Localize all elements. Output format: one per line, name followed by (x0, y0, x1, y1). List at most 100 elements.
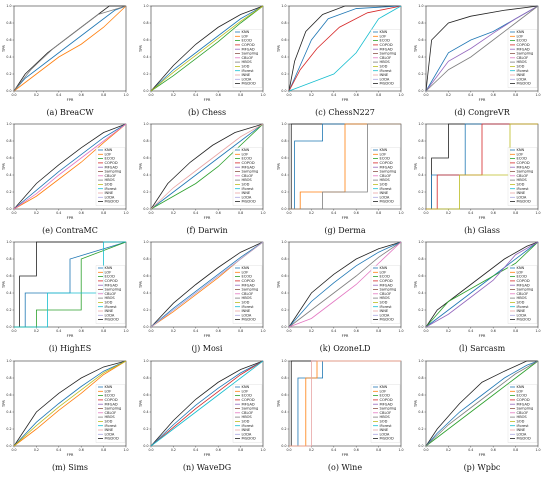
legend-label: iForest (242, 69, 255, 73)
y-axis-label: TPR (139, 163, 143, 171)
roc-curve-hbos (425, 360, 539, 447)
legend-label: MGDOD (105, 437, 119, 441)
legend-box (507, 29, 538, 88)
legend-label: LOF (105, 152, 112, 156)
y-tick-label: 0.6 (418, 393, 423, 397)
y-tick-label: 0.8 (418, 21, 423, 25)
subplot-caption: (c) ChessN227 (315, 108, 375, 117)
legend: KNNLOFECODCOPODMFGADSamplingCBLOFHBOSSOD… (370, 29, 401, 88)
subplot-caption: (e) ContraMC (42, 226, 98, 235)
y-axis-label: TPR (277, 400, 281, 408)
legend-label: CBLOF (517, 174, 529, 178)
legend: KNNLOFECODCOPODMFGADSamplingCBLOFHBOSSOD… (95, 384, 126, 443)
x-tick-label: 1.0 (535, 448, 540, 452)
roc-curve-mgdod (150, 123, 264, 210)
y-tick-label: 0.0 (418, 89, 423, 93)
y-tick-label: 0.8 (6, 257, 11, 261)
legend-label: KNN (242, 148, 250, 152)
legend-label: CBLOF (242, 292, 254, 296)
legend-box (95, 265, 126, 324)
y-tick-label: 0.2 (6, 72, 11, 76)
x-axis-label: FPR (204, 98, 211, 102)
subplot-13: 0.00.0 0.2 0.2 0.4 0.4 0.6 0.6 0.8 0.8 1.0 1.0 FPR T… (139, 359, 266, 472)
y-tick-label: 1.0 (143, 122, 148, 126)
roc-curve-hbos (13, 5, 127, 92)
legend-label: LOF (517, 270, 524, 274)
x-tick-label: 0.0 (148, 329, 153, 333)
legend-label: LODA (242, 432, 252, 436)
y-tick-label: 0.4 (281, 173, 286, 177)
legend-label: INNE (242, 191, 251, 195)
x-tick-label: 0.4 (468, 329, 473, 333)
y-tick-label: 0.6 (281, 393, 286, 397)
x-tick-label: 0.6 (216, 93, 221, 97)
legend-label: INNE (380, 428, 389, 432)
legend-label: LOF (242, 34, 249, 38)
legend-label: Sampling (517, 407, 534, 411)
y-tick-label: 0.8 (281, 376, 286, 380)
legend-label: iForest (380, 424, 393, 428)
x-tick-label: 1.0 (398, 448, 403, 452)
legend-label: LODA (242, 313, 252, 317)
x-tick-label: 0.0 (423, 93, 428, 97)
y-tick-label: 0.2 (418, 190, 423, 194)
legend-label: INNE (242, 309, 251, 313)
legend-label: MFGAD (517, 283, 530, 287)
x-tick-label: 0.4 (468, 448, 473, 452)
x-tick-label: 0.0 (148, 211, 153, 215)
y-tick-label: 0.2 (143, 72, 148, 76)
x-tick-label: 0.2 (34, 211, 39, 215)
y-tick-label: 0.2 (281, 190, 286, 194)
y-axis-label: TPR (414, 163, 418, 171)
x-tick-label: 0.8 (376, 329, 381, 333)
y-tick-label: 0.6 (418, 38, 423, 42)
y-tick-label: 0.2 (143, 427, 148, 431)
legend-label: KNN (105, 266, 113, 270)
legend-label: COPOD (242, 43, 255, 47)
x-tick-label: 0.2 (446, 211, 451, 215)
legend-label: Sampling (380, 407, 397, 411)
y-tick-label: 0.0 (418, 444, 423, 448)
roc-curve-loda (150, 241, 264, 328)
legend-box (232, 147, 263, 206)
legend-label: Sampling (517, 170, 534, 174)
y-tick-label: 0.2 (418, 308, 423, 312)
y-tick-label: 0.4 (143, 410, 148, 414)
roc-curve-mfgad (425, 5, 539, 92)
legend-label: INNE (380, 191, 389, 195)
legend-box (507, 147, 538, 206)
y-tick-label: 0.8 (143, 376, 148, 380)
roc-curve-ecod (425, 360, 539, 447)
legend-label: Sampling (242, 170, 259, 174)
y-tick-label: 0.0 (6, 89, 11, 93)
x-axis-label: FPR (479, 216, 486, 220)
y-tick-label: 0.6 (281, 156, 286, 160)
legend-label: CBLOF (517, 411, 529, 415)
legend: KNNLOFECODCOPODMFGADSamplingCBLOFHBOSSOD… (232, 147, 263, 206)
x-axis-label: FPR (479, 98, 486, 102)
legend-label: LODA (517, 195, 527, 199)
x-tick-label: 0.0 (11, 329, 16, 333)
legend-label: INNE (105, 309, 114, 313)
x-tick-label: 0.8 (101, 211, 106, 215)
x-tick-label: 1.0 (535, 211, 540, 215)
y-tick-label: 0.6 (418, 274, 423, 278)
x-tick-label: 1.0 (398, 211, 403, 215)
y-tick-label: 0.8 (418, 376, 423, 380)
legend-box (370, 384, 401, 443)
y-tick-label: 0.0 (418, 207, 423, 211)
legend-label: MFGAD (242, 402, 255, 406)
x-tick-label: 0.2 (446, 448, 451, 452)
roc-curve-knn (288, 241, 402, 328)
legend-label: LODA (380, 432, 390, 436)
y-tick-label: 1.0 (418, 359, 423, 363)
legend-label: MGDOD (517, 437, 531, 441)
roc-curve-mgdod (150, 5, 264, 92)
x-axis-label: FPR (204, 453, 211, 457)
legend-label: INNE (517, 73, 526, 77)
legend-label: Sampling (105, 288, 122, 292)
roc-curve-iforest (14, 241, 126, 328)
y-tick-label: 1.0 (6, 122, 11, 126)
subplot-caption: (a) BreaCW (46, 108, 94, 117)
legend-label: KNN (242, 266, 250, 270)
